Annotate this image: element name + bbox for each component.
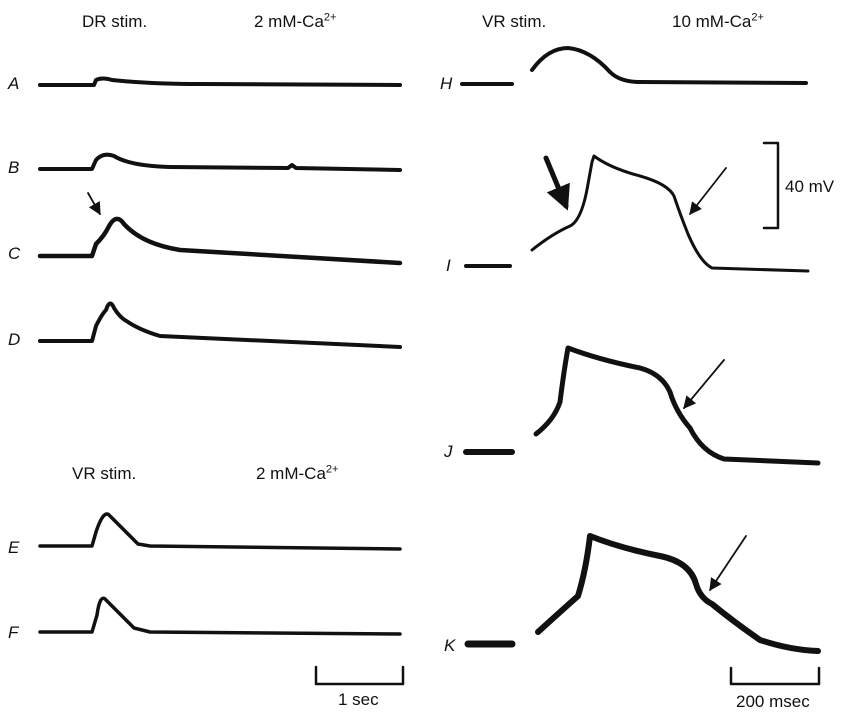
trace-c [37,216,403,266]
arrow-j [683,359,725,409]
dr-stim-header: DR stim. [82,12,148,31]
time-scale-label-right: 200 msec [736,692,810,711]
voltage-scale-bar [762,141,780,230]
ca-10mm-header: 10 mM-Ca2+ [672,11,764,31]
trace-h [530,46,808,85]
trace-b [38,152,402,172]
trace-d [38,301,402,349]
trace-label-i: I [446,256,451,275]
trace-label-f: F [8,623,19,642]
time-scale-label-left: 1 sec [338,690,379,709]
trace-label-a: A [8,74,20,93]
time-scale-bar-right [729,666,821,686]
vr-stim-header-right: VR stim. [482,12,547,31]
trace-label-c: C [8,244,21,263]
trace-label-e: E [8,538,20,557]
trace-e [38,512,402,551]
ca-2mm-header-top: 2 mM-Ca2+ [254,11,337,31]
arrow-i-thin [689,167,727,215]
trace-a [38,76,402,87]
arrow-k [709,535,747,592]
trace-i [530,154,810,273]
trace-f [38,596,402,636]
arrow-i-thick [543,155,570,211]
trace-label-d: D [8,330,21,349]
trace-label-b: B [8,158,20,177]
trace-label-j: J [444,442,453,461]
trace-k [535,533,821,654]
voltage-scale-label: 40 mV [785,177,835,196]
trace-label-h: H [440,74,453,93]
trace-j [533,345,821,466]
trace-label-k: K [444,636,456,655]
time-scale-bar-left [314,665,405,686]
vr-stim-header-left: VR stim. [72,464,137,483]
ca-2mm-header-bottom: 2 mM-Ca2+ [256,463,339,483]
arrow-c [87,192,101,216]
